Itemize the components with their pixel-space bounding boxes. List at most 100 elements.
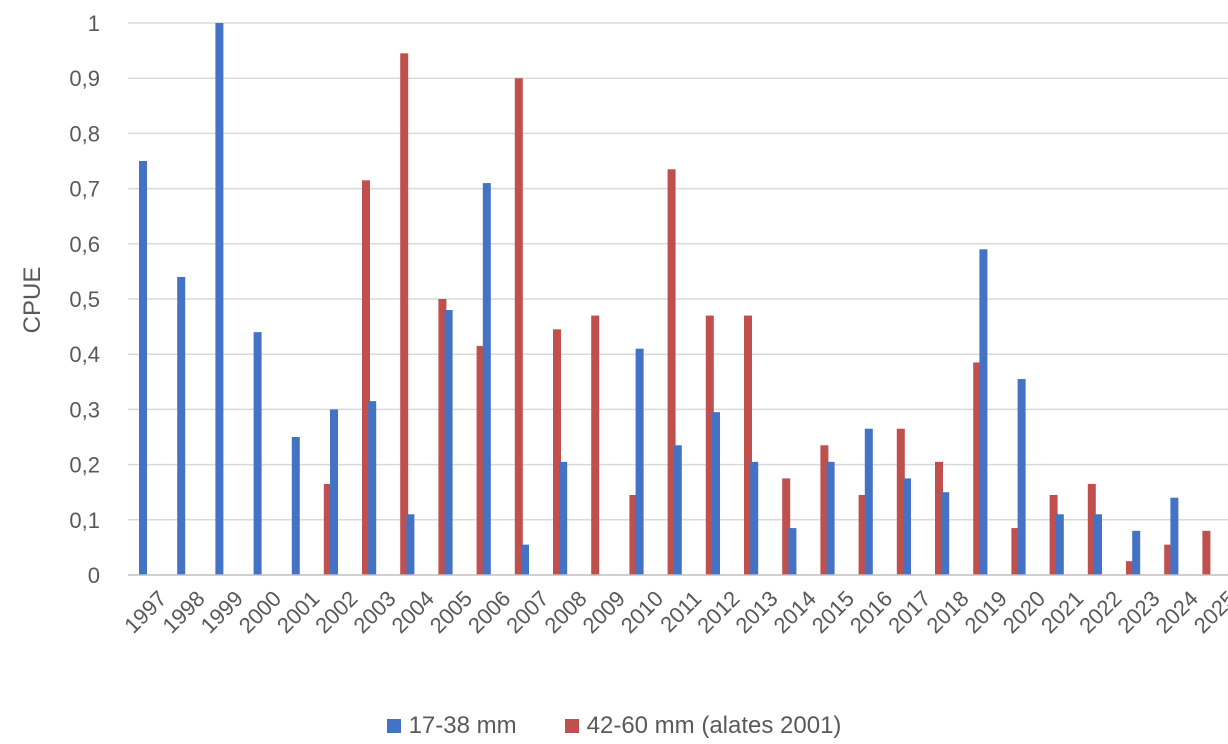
bar-series-2: [514, 78, 523, 575]
bar-series-2: [744, 315, 752, 575]
x-tick-label: 2014: [769, 586, 821, 638]
bar-series-2: [400, 53, 409, 576]
x-tick-label: 2025: [1189, 586, 1228, 638]
x-tick-label: 2010: [616, 586, 668, 638]
bar-series-1: [482, 183, 491, 575]
x-axis-ticks: 1997199819992000200120022003200420052006…: [119, 586, 1228, 638]
legend-item-series-1: 17-38 mm: [386, 712, 517, 740]
x-tick-label: 2000: [234, 586, 286, 638]
bar-series-2: [667, 169, 676, 575]
legend-swatch-series-2: [564, 719, 579, 733]
bar-series-1: [903, 478, 911, 575]
x-tick-label: 2024: [1151, 586, 1203, 638]
bar-series-1: [864, 428, 873, 575]
y-tick-label: 0,2: [69, 453, 100, 478]
legend-label-series-2: 42-60 mm (alates 2001): [586, 712, 842, 739]
bar-series-1: [559, 461, 568, 575]
x-tick-label: 2001: [272, 586, 324, 638]
bar-series-2: [438, 299, 447, 575]
x-tick-label: 2018: [921, 586, 973, 638]
bar-series-1: [673, 445, 682, 575]
bar-series-1: [1170, 497, 1179, 575]
y-tick-label: 0,8: [69, 121, 100, 146]
bar-series-2: [591, 315, 600, 575]
x-tick-label: 1998: [157, 586, 209, 638]
bar-series-2: [362, 180, 370, 575]
bar-series-1: [826, 461, 835, 575]
bar-series-1: [1094, 514, 1102, 575]
x-tick-label: 2023: [1112, 586, 1164, 638]
bar-series-1: [406, 514, 415, 575]
y-tick-label: 0,1: [69, 508, 100, 533]
x-tick-label: 2022: [1074, 586, 1126, 638]
bar-series-1: [368, 401, 377, 575]
x-tick-label: 2008: [539, 586, 591, 638]
bar-series-2: [1164, 544, 1173, 575]
bar-series-2: [858, 494, 867, 575]
bar-chart: 00,10,20,30,40,50,60,70,80,91 CPUE 19971…: [19, 11, 1228, 638]
x-tick-label: 1997: [119, 586, 171, 638]
x-tick-label: 2004: [387, 586, 439, 638]
bar-series-2: [935, 461, 943, 575]
y-tick-label: 0,9: [69, 66, 100, 91]
bar-series-1: [712, 412, 720, 575]
legend-item-series-2: 42-60 mm (alates 2001): [564, 712, 842, 740]
x-tick-label: 2013: [730, 586, 782, 638]
bar-series-2: [1049, 494, 1058, 575]
x-tick-label: 2003: [348, 586, 400, 638]
bar-series-2: [476, 345, 485, 575]
bar-series-2: [553, 329, 561, 575]
x-tick-label: 1999: [196, 586, 248, 638]
x-tick-label: 2012: [692, 586, 744, 638]
bar-series-2: [1126, 561, 1134, 575]
bar-series-2: [896, 428, 905, 575]
x-tick-label: 2009: [578, 586, 630, 638]
x-tick-label: 2016: [845, 586, 897, 638]
bar-series-1: [139, 161, 147, 575]
bar-series-1: [788, 528, 797, 575]
x-tick-label: 2015: [807, 586, 859, 638]
bar-series-2: [782, 478, 791, 575]
bar-series-1: [330, 409, 338, 575]
bar-series-1: [521, 544, 529, 575]
bar-series-1: [635, 348, 644, 575]
y-tick-label: 1: [88, 11, 100, 36]
x-tick-label: 2006: [463, 586, 515, 638]
y-tick-label: 0,7: [69, 177, 100, 202]
x-tick-label: 2021: [1036, 586, 1088, 638]
bar-series-2: [323, 483, 332, 575]
y-tick-label: 0,5: [69, 287, 100, 312]
bar-series-2: [1087, 483, 1096, 575]
bar-series-1: [1055, 514, 1064, 575]
bar-series-1: [941, 492, 950, 575]
bar-series-1: [253, 332, 262, 575]
y-tick-label: 0,6: [69, 232, 100, 257]
bar-series-2: [973, 362, 982, 575]
bar-series-1: [444, 310, 453, 575]
bar-series-2: [629, 494, 638, 575]
bar-series-1: [177, 276, 186, 575]
bar-series-2: [820, 445, 829, 575]
bar-series-1: [979, 249, 988, 575]
y-tick-label: 0: [88, 563, 100, 588]
bar-series-2: [1202, 530, 1211, 575]
bar-series-2: [1011, 528, 1020, 575]
legend: 17-38 mm 42-60 mm (alates 2001): [0, 712, 1228, 740]
bar-series-2: [705, 315, 714, 575]
bar-series-1: [750, 461, 759, 575]
x-tick-label: 2011: [655, 586, 706, 637]
bars: [139, 23, 1211, 576]
bar-series-1: [291, 437, 300, 575]
legend-label-series-1: 17-38 mm: [408, 712, 517, 739]
y-axis-label: CPUE: [19, 267, 46, 334]
x-tick-label: 2017: [883, 586, 935, 638]
x-tick-label: 2007: [501, 586, 553, 638]
x-tick-label: 2002: [310, 586, 362, 638]
y-tick-label: 0,4: [69, 342, 100, 367]
bar-series-1: [1132, 530, 1141, 575]
bar-series-1: [215, 23, 224, 575]
y-axis-ticks: 0 0,1 0,2 0,3 0,4 0,5 0,6 0,7 0,8 0,9 1: [69, 11, 100, 588]
gridlines: [128, 22, 1228, 521]
legend-swatch-series-1: [386, 719, 401, 733]
